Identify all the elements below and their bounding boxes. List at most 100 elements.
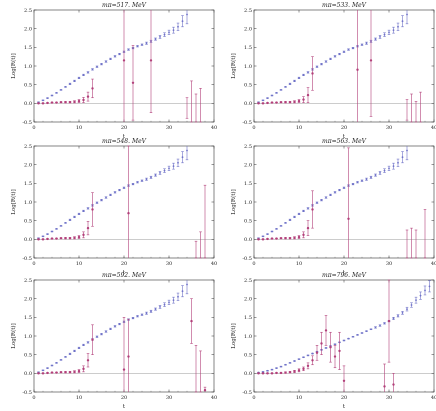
data-point — [73, 236, 76, 240]
chart-panel-6: mπ=796. MeV 0 10 20 30 40 -0.5 0.0 0.5 1.0 1.5 2.0 2… — [230, 272, 436, 410]
data-point — [298, 358, 300, 361]
series-data — [257, 147, 427, 259]
data-point — [91, 208, 94, 211]
data-point — [51, 230, 53, 233]
y-tick-label: 2.0 — [244, 26, 252, 32]
data-point — [145, 312, 148, 315]
data-point — [78, 213, 80, 215]
data-point — [352, 183, 354, 185]
data-point — [284, 101, 287, 104]
data-point — [60, 88, 62, 91]
data-point — [347, 48, 350, 51]
x-tick-label: 40 — [211, 261, 217, 267]
data-point — [289, 83, 291, 85]
data-point — [334, 55, 336, 58]
data-point — [279, 371, 283, 375]
data-point — [315, 351, 319, 354]
data-point — [361, 43, 363, 46]
data-point — [311, 208, 314, 211]
data-point — [96, 201, 98, 204]
data-point — [73, 350, 76, 352]
data-point — [186, 283, 188, 286]
x-tick-label: 0 — [32, 125, 35, 131]
data-point — [343, 339, 345, 342]
data-point — [397, 314, 399, 317]
data-point — [280, 224, 282, 227]
y-tick-label: 2.0 — [24, 296, 32, 302]
data-point — [369, 59, 373, 62]
data-point — [127, 212, 130, 215]
y-tick-label: 0.5 — [244, 82, 252, 88]
data-point — [159, 305, 161, 308]
data-point — [257, 372, 260, 375]
data-point — [352, 335, 354, 338]
y-tick-label: 2.0 — [244, 296, 252, 302]
data-point — [356, 68, 359, 71]
data-point — [159, 35, 161, 38]
data-point — [374, 38, 377, 41]
data-point — [356, 181, 359, 184]
data-point — [59, 101, 63, 104]
data-point — [109, 58, 112, 60]
data-point — [132, 317, 134, 319]
data-point — [401, 311, 404, 314]
data-point — [302, 210, 305, 212]
data-point — [37, 102, 40, 105]
data-point — [298, 213, 300, 215]
y-tick-label: -0.5 — [22, 390, 32, 396]
data-point — [266, 372, 269, 375]
data-point — [163, 169, 166, 172]
data-point — [181, 156, 184, 159]
data-point — [42, 99, 44, 102]
data-point — [397, 25, 399, 28]
y-tick-label: 1.5 — [24, 45, 32, 51]
series-data — [37, 298, 207, 393]
x-tick-label: 40 — [431, 125, 436, 131]
y-tick-label: 0.5 — [244, 352, 252, 358]
data-point — [150, 176, 152, 179]
data-point — [82, 210, 85, 212]
data-point — [320, 199, 323, 202]
panel-title: mπ=563. MeV — [322, 138, 367, 145]
data-point — [109, 194, 112, 196]
x-axis-label: t — [123, 404, 126, 410]
data-point — [159, 171, 161, 174]
data-point — [257, 238, 260, 241]
y-tick-label: 1.0 — [24, 200, 32, 206]
y-tick-label: 1.0 — [244, 200, 252, 206]
y-tick-label: 1.5 — [24, 315, 32, 321]
data-point — [271, 368, 273, 371]
plot-frame — [33, 145, 215, 259]
data-point — [284, 371, 287, 374]
data-point — [172, 165, 175, 168]
data-point — [131, 81, 135, 85]
data-point — [397, 161, 399, 164]
y-tick-label: -0.5 — [242, 256, 252, 262]
y-tick-label: 1.0 — [244, 64, 252, 70]
data-point — [401, 20, 404, 23]
data-point — [51, 364, 53, 367]
data-point — [87, 207, 89, 210]
series-data — [37, 10, 202, 123]
y-tick-label: 0.5 — [24, 218, 32, 224]
data-point — [168, 31, 170, 34]
x-tick-label: 20 — [341, 125, 347, 131]
data-point — [60, 358, 62, 361]
data-point — [270, 372, 274, 375]
data-point — [325, 60, 327, 63]
data-point — [316, 201, 318, 204]
data-point — [266, 237, 269, 241]
data-point — [77, 235, 81, 239]
chart-panel-4: mπ=563. MeV 0 10 20 30 40 -0.5 0.0 0.5 1.0 1.5 2.0 2… — [230, 138, 436, 276]
data-point — [324, 329, 328, 332]
y-axis-label: Log[R(t)] — [10, 323, 17, 348]
data-point — [42, 369, 44, 372]
y-tick-label: -0.5 — [242, 120, 252, 126]
data-point — [118, 189, 121, 191]
data-point — [306, 93, 310, 97]
data-point — [320, 63, 323, 66]
data-point — [293, 370, 296, 373]
x-tick-label: 0 — [252, 395, 255, 401]
data-point — [333, 355, 337, 358]
data-point — [73, 370, 76, 374]
